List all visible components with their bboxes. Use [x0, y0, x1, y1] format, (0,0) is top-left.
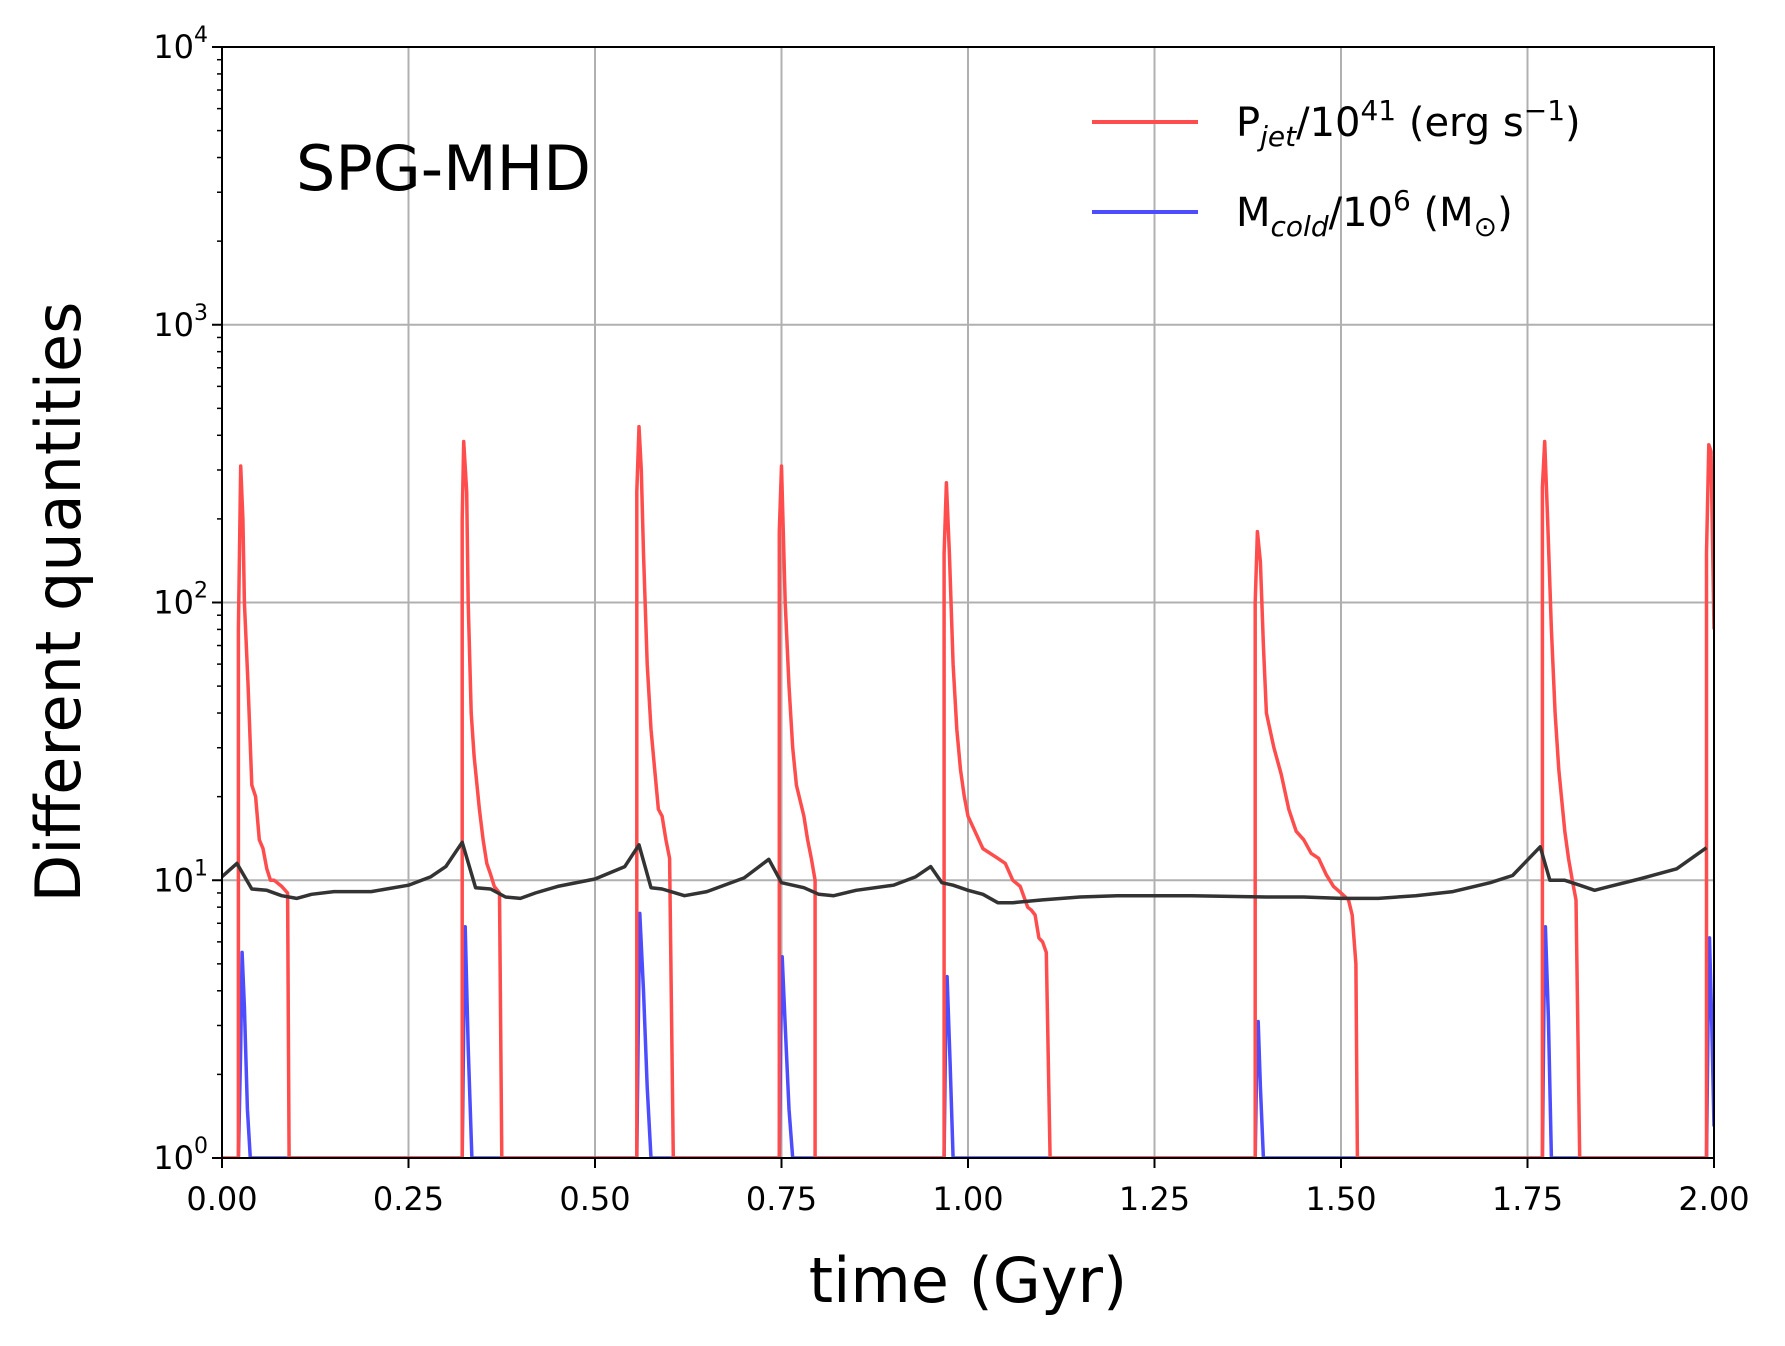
x-axis-label: time (Gyr) [809, 1244, 1127, 1317]
x-tick-label: 0.25 [373, 1180, 444, 1218]
series-line-0 [222, 424, 1714, 1158]
y-tick-label: 103 [153, 301, 208, 344]
legend: Pjet/1041 (erg s−1) Mcold/106 (M⊙) [1092, 94, 1581, 243]
y-tick-label: 101 [153, 856, 208, 899]
series-lines [222, 424, 1714, 1158]
x-tick-label: 2.00 [1678, 1180, 1749, 1218]
y-tick-label: 100 [153, 1134, 208, 1177]
y-tick-label: 102 [153, 579, 208, 622]
legend-label: Mcold/106 (M⊙) [1236, 184, 1513, 243]
legend-label: Pjet/1041 (erg s−1) [1236, 94, 1581, 153]
plot-annotation: SPG-MHD [296, 132, 591, 205]
x-axis-ticks: 0.00 0.25 0.50 0.75 1.00 1.25 1.50 1.75 2.00 [186, 1158, 1750, 1218]
x-tick-label: 1.25 [1119, 1180, 1190, 1218]
x-tick-label: 0.75 [746, 1180, 817, 1218]
series-line-2 [222, 840, 1708, 905]
y-axis-label: Different quantities [22, 302, 95, 903]
x-tick-label: 1.00 [932, 1180, 1003, 1218]
y-axis-ticks: 100 101 102 103 104 [153, 23, 222, 1177]
y-tick-label: 104 [153, 23, 208, 66]
x-tick-label: 0.00 [186, 1180, 257, 1218]
x-tick-label: 0.50 [559, 1180, 630, 1218]
x-tick-label: 1.50 [1305, 1180, 1376, 1218]
x-tick-label: 1.75 [1492, 1180, 1563, 1218]
